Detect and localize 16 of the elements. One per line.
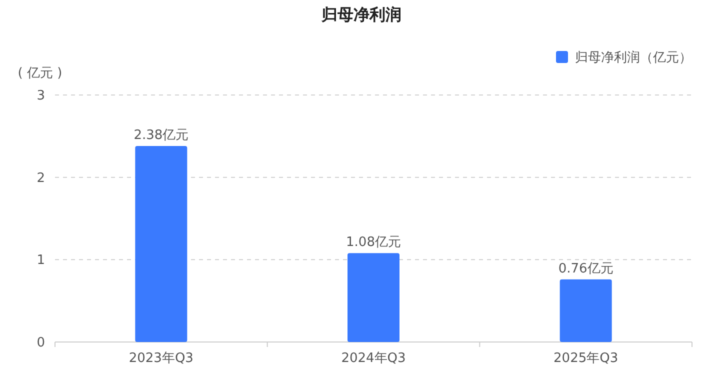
- data-label: 0.76亿元: [558, 261, 614, 276]
- y-tick-label: 0: [36, 336, 45, 351]
- y-tick-label: 3: [36, 88, 45, 104]
- bar: [348, 253, 400, 342]
- chart-title: 归母净利润: [320, 5, 402, 24]
- data-label: 2.38亿元: [134, 128, 189, 144]
- bar: [135, 146, 188, 342]
- y-axis-title: ( 亿元 ): [18, 66, 62, 81]
- y-tick-label: 2: [36, 170, 45, 186]
- bar: [560, 279, 612, 342]
- y-tick-label: 1: [36, 253, 45, 268]
- x-tick-label: 2025年Q3: [554, 351, 618, 366]
- data-label: 1.08亿元: [346, 235, 401, 250]
- x-tick-label: 2023年Q3: [128, 351, 194, 366]
- legend-label: 归母净利润（亿元）: [575, 50, 692, 66]
- x-tick-label: 2024年Q3: [341, 351, 406, 366]
